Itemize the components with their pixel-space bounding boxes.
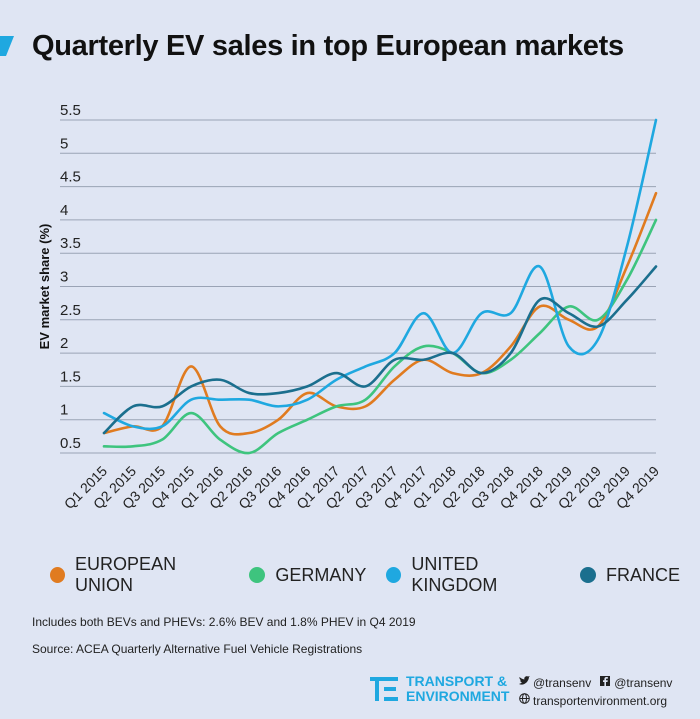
chart-legend: EUROPEAN UNION GERMANY UNITED KINGDOM FR… <box>50 554 700 596</box>
legend-marker-uk <box>386 567 402 583</box>
legend-marker-eu <box>50 567 66 583</box>
y-tick-label: 2 <box>60 335 68 352</box>
y-axis-label: EV market share (%) <box>37 224 52 350</box>
line-chart: 0.5 1 1.5 2 2.5 3 3.5 4 4.5 5 5.5 EV market share (… <box>37 102 662 512</box>
note-bev-phev: Includes both BEVs and PHEVs: 2.6% BEV a… <box>32 615 416 629</box>
legend-item-germany: GERMANY <box>249 565 366 586</box>
legend-item-uk: UNITED KINGDOM <box>386 554 560 596</box>
legend-item-eu: EUROPEAN UNION <box>50 554 229 596</box>
y-tick-label: 1.5 <box>60 368 81 385</box>
facebook-icon <box>599 674 611 692</box>
legend-item-france: FRANCE <box>579 564 680 586</box>
chart-title: Quarterly EV sales in top European marke… <box>32 30 624 62</box>
twitter-icon <box>518 674 530 692</box>
y-tick-label: 5 <box>60 135 68 152</box>
legend-label-uk: UNITED KINGDOM <box>411 554 498 595</box>
y-tick-label: 2.5 <box>60 302 81 319</box>
series-line-uk <box>102 118 658 431</box>
te-logo: TRANSPORT & ENVIRONMENT <box>370 674 509 704</box>
title-accent-bar <box>0 36 14 56</box>
series-line-france <box>102 265 658 435</box>
y-tick-label: 5.5 <box>60 102 81 119</box>
y-tick-label: 4 <box>60 202 68 219</box>
legend-marker-france <box>579 567 596 583</box>
y-tick-label: 3.5 <box>60 235 81 252</box>
website-link[interactable]: transportenvironment.org <box>533 694 668 708</box>
facebook-handle[interactable]: @transenv <box>614 676 673 690</box>
series-line-germany <box>102 218 658 455</box>
legend-label-germany: GERMANY <box>275 564 367 585</box>
y-tick-label: 1 <box>60 402 68 419</box>
y-tick-label: 3 <box>60 269 68 286</box>
legend-label-eu: EUROPEAN UNION <box>75 554 177 595</box>
te-logo-icon <box>370 677 398 701</box>
logo-line-1: TRANSPORT & <box>406 673 508 689</box>
social-links: @transenv @transenv transportenvironment… <box>518 674 672 710</box>
y-tick-label: 0.5 <box>60 435 81 452</box>
twitter-handle[interactable]: @transenv <box>533 676 592 690</box>
legend-label-france: FRANCE <box>605 564 680 585</box>
y-tick-label: 4.5 <box>60 169 81 186</box>
logo-line-2: ENVIRONMENT <box>406 688 510 704</box>
globe-icon <box>518 692 530 710</box>
series-line-eu <box>102 191 658 436</box>
note-source: Source: ACEA Quarterly Alternative Fuel … <box>32 642 363 656</box>
legend-marker-germany <box>249 567 266 583</box>
